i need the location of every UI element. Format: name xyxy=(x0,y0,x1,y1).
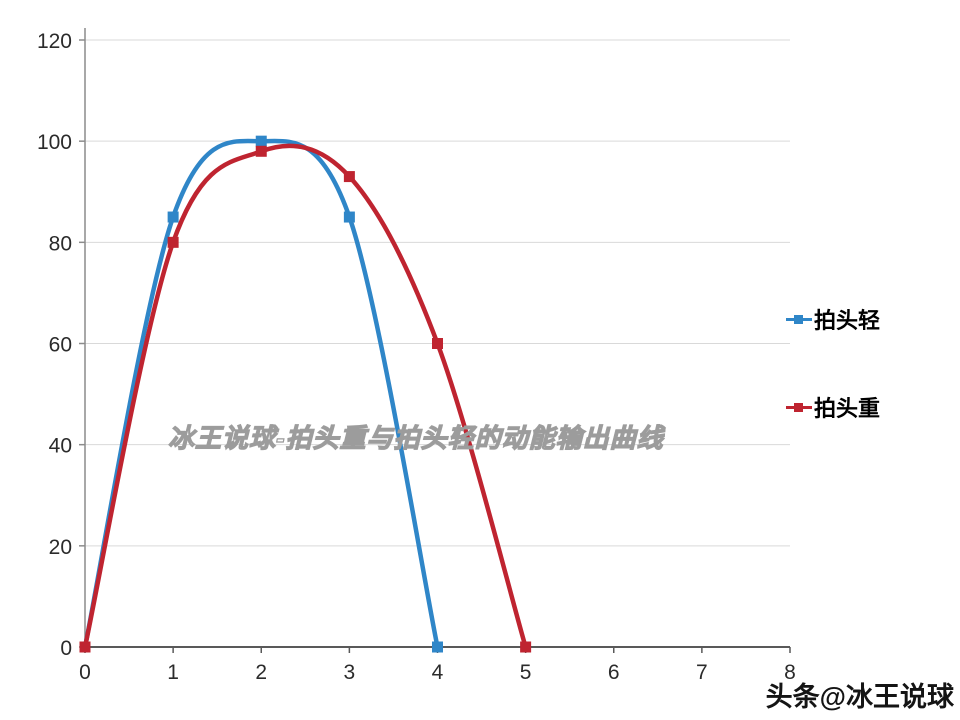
legend-item-light-head: 拍头轻 xyxy=(786,303,880,335)
branding-text: 头条@冰王说球 xyxy=(765,682,954,712)
series-marker-icon xyxy=(255,135,267,147)
y-tick-label: 40 xyxy=(49,435,72,458)
y-tick-label: 120 xyxy=(37,30,72,53)
series-marker-icon xyxy=(167,211,179,223)
legend-line-marker-icon xyxy=(786,314,812,325)
x-tick-label: 3 xyxy=(344,661,356,684)
legend-label: 拍头轻 xyxy=(814,308,881,333)
x-tick-label: 8 xyxy=(784,661,796,684)
y-tick-label: 0 xyxy=(60,637,72,660)
x-tick-label: 2 xyxy=(255,661,267,684)
series-marker-icon xyxy=(520,641,532,653)
x-tick-label: 7 xyxy=(696,661,708,684)
series-marker-icon xyxy=(343,171,355,183)
series-marker-icon xyxy=(79,641,91,653)
series-marker-icon xyxy=(432,641,443,653)
series-line-1 xyxy=(82,143,528,650)
series-marker-icon xyxy=(432,338,443,349)
y-tick-label: 60 xyxy=(49,334,72,357)
series-marker-icon xyxy=(255,145,267,157)
series-marker-icon xyxy=(167,236,179,248)
y-tick-label: 80 xyxy=(49,232,72,255)
y-tick-label: 100 xyxy=(37,131,72,154)
y-tick-label: 20 xyxy=(49,536,72,559)
series-line-0 xyxy=(82,138,440,650)
legend-square-icon xyxy=(794,314,803,324)
legend-square-icon xyxy=(794,402,803,412)
x-tick-label: 5 xyxy=(520,661,532,684)
legend-line-marker-icon xyxy=(786,402,812,413)
x-tick-label: 4 xyxy=(432,661,444,684)
legend-label: 拍头重 xyxy=(814,396,881,421)
x-tick-label: 1 xyxy=(167,661,179,684)
series-marker-icon xyxy=(343,211,355,223)
legend: 拍头轻 拍头重 xyxy=(786,303,880,423)
x-tick-label: 6 xyxy=(608,661,620,684)
legend-item-heavy-head: 拍头重 xyxy=(786,391,880,423)
x-tick-label: 0 xyxy=(79,661,91,684)
